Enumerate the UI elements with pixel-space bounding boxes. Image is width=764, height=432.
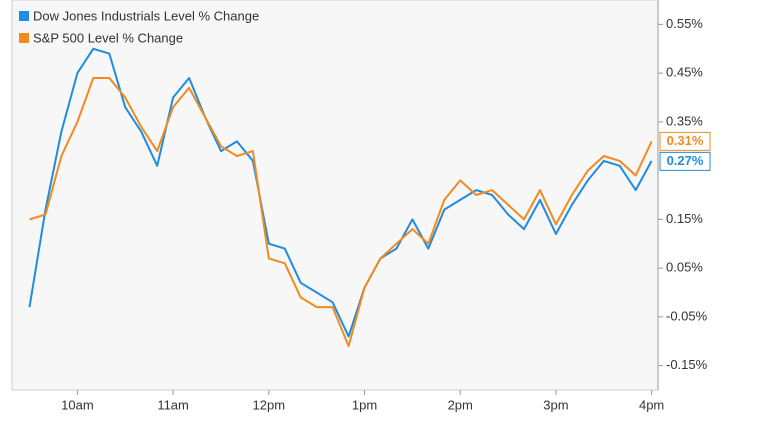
end-label-box [659,151,711,171]
x-tick-label: 12pm [253,397,286,412]
y-tick-label: 0.45% [666,65,703,80]
legend-label: S&P 500 Level % Change [33,30,183,45]
y-tick-label: -0.15% [666,357,708,372]
end-label: 0.27% [667,153,704,168]
x-tick-label: 11am [157,397,189,412]
y-tick-label: 0.05% [666,260,703,275]
end-label-box [659,131,711,151]
series-line [29,77,653,348]
legend-label: Dow Jones Industrials Level % Change [33,8,259,23]
legend-swatch [19,11,29,21]
series-line [28,47,653,338]
y-tick-label: 0.35% [666,113,703,128]
x-tick-label: 4pm [639,397,664,412]
y-tick-label: 0.55% [666,16,703,31]
y-tick-label: -0.05% [666,308,708,323]
x-tick-label: 10am [61,397,94,412]
legend-swatch [19,33,29,43]
plot-area [11,0,659,391]
y-tick-label: 0.15% [666,211,703,226]
x-tick-label: 2pm [448,397,473,412]
end-label: 0.31% [667,133,704,148]
x-tick-label: 1pm [352,397,377,412]
x-tick-label: 3pm [543,397,568,412]
